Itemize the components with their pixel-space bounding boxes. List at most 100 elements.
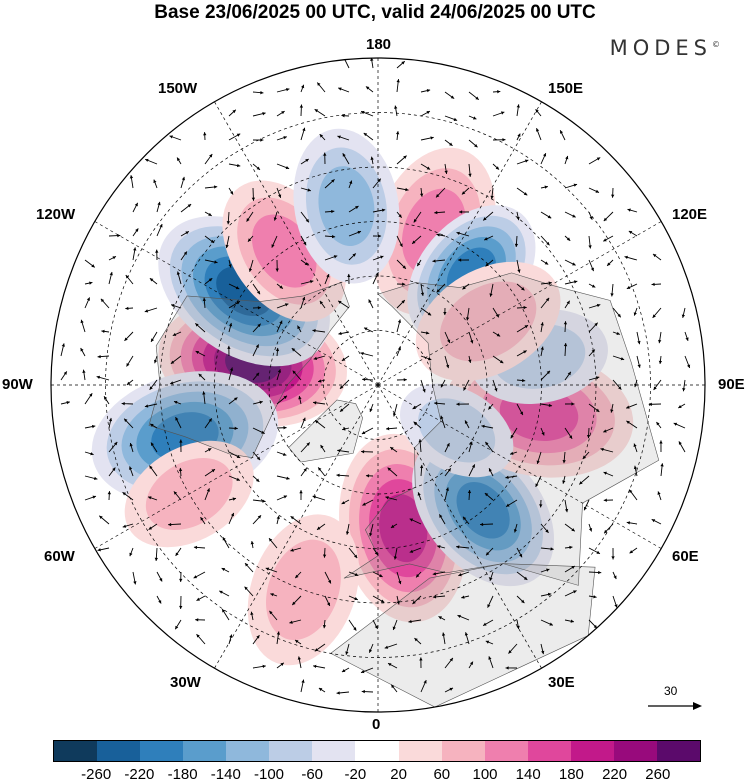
anomaly-blob [247,514,360,666]
wind-arrow [313,401,326,405]
lon-label-150e: 150E [548,80,584,97]
wind-arrow [540,568,550,573]
wind-arrow [485,640,494,645]
wind-arrow [252,138,264,142]
wind-arrow [132,228,139,237]
colorbar-tick-label: -60 [301,766,324,783]
wind-arrow [516,259,521,273]
wind-arrow [492,90,501,94]
wind-arrow [300,442,311,453]
wind-arrow [228,451,241,459]
wind-arrow [324,255,338,261]
wind-arrow [583,499,590,511]
wind-arrow [562,451,566,464]
wind-arrow [336,473,350,477]
wind-arrow [97,547,110,552]
wind-arrow [316,82,326,93]
wind-arrow [252,323,262,333]
wind-arrow [336,691,350,695]
wind-arrow [360,351,374,357]
wind-arrow [468,163,472,177]
wind-arrow [564,300,571,309]
colorbar-swatch [183,741,227,761]
wind-arrow [487,595,494,608]
wind-arrow [361,427,374,435]
wind-arrow [348,571,359,577]
wind-arrow [488,403,494,410]
colorbar-swatch [97,741,141,761]
wind-arrow [420,355,432,361]
wind-arrow [564,211,576,218]
wind-arrow [658,355,663,364]
wind-arrow [122,523,134,528]
wind-arrow [681,307,686,318]
wind-arrow [204,153,213,165]
wind-arrow [588,303,601,309]
wind-arrow [204,185,218,189]
wind-arrow [559,130,566,141]
wind-arrow [60,371,68,381]
wind-arrow [588,523,593,532]
wind-arrow [179,439,183,453]
wind-arrow [418,439,422,453]
wind-arrow [228,367,234,381]
wind-arrow [252,475,260,483]
wind-arrow [226,211,231,225]
wind-arrow [516,283,525,291]
wind-arrow [456,545,470,549]
wind-arrow [438,514,446,525]
wind-arrow [154,355,158,364]
wind-arrow [392,403,398,417]
wind-arrow [318,687,326,693]
wind-arrow [276,283,284,289]
meridian-line [214,384,379,669]
meridian-line [94,384,379,549]
wind-arrow [444,331,451,344]
wind-arrow [298,395,302,405]
meridian-line [377,101,542,386]
wind-arrow [294,571,302,579]
wind-arrow [420,110,431,117]
wind-arrow [588,322,598,333]
wind-arrow [516,350,527,357]
wind-arrow [228,322,233,333]
wind-arrow [320,444,326,453]
wind-arrow [252,499,266,503]
wind-arrow [337,449,350,453]
wind-arrow [372,595,385,603]
brand-logo: MODES© [610,36,720,60]
wind-arrow [250,540,254,549]
wind-arrow [84,451,94,456]
wind-arrow [435,187,446,198]
wind-arrow [564,499,569,513]
wind-arrow [372,255,384,261]
colorbar-tick-label: 20 [390,766,407,783]
wind-arrow [276,662,285,669]
wind-arrow [244,562,254,573]
wind-arrow [516,211,520,221]
meridian-line [377,384,662,549]
wind-arrow [463,379,470,391]
wind-arrow [348,230,362,237]
wind-arrow [180,231,190,237]
lon-label-120e: 120E [672,206,708,223]
wind-arrow [196,633,206,645]
colorbar-swatch [54,741,98,761]
wind-arrow [468,91,480,101]
wind-arrow [516,595,525,604]
lon-label-0: 0 [372,716,381,733]
wind-arrow [508,643,518,654]
wind-arrow [178,467,183,477]
wind-arrow [564,523,576,532]
wind-arrow [588,283,596,288]
wind-arrow [204,468,216,477]
wind-arrow [144,158,158,165]
wind-arrow [97,354,110,359]
wind-arrow [540,346,544,357]
wind-arrow [396,595,400,605]
wind-arrow [413,211,422,223]
wind-arrow [586,427,591,439]
wind-arrow [193,545,206,550]
wind-arrow [634,379,638,388]
wind-arrow [457,614,470,621]
